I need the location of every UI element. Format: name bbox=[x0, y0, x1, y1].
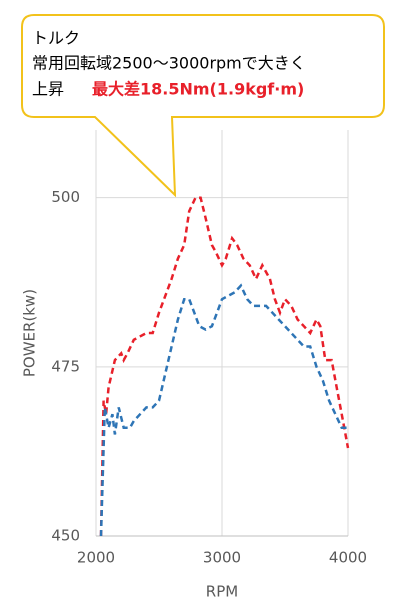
callout bbox=[21, 14, 385, 198]
x-tick-label: 2000 bbox=[77, 549, 115, 567]
x-tick-label: 3000 bbox=[203, 549, 241, 567]
y-tick-label: 500 bbox=[51, 188, 80, 206]
y-tick-label: 450 bbox=[51, 527, 80, 545]
x-tick-label: 4000 bbox=[329, 549, 367, 567]
y-axis-label: POWER(kw) bbox=[21, 289, 39, 377]
annotation-highlight: 最大差18.5Nm(1.9kgf·m) bbox=[92, 80, 304, 99]
line-series bbox=[99, 196, 350, 537]
annotation: トルク bbox=[32, 29, 80, 48]
annotation: 常用回転域2500～3000rpmで大きく bbox=[32, 54, 306, 73]
y-tick-label: 475 bbox=[51, 357, 80, 375]
annotation: 上昇 bbox=[32, 80, 64, 99]
x-axis-label: RPM bbox=[206, 583, 238, 601]
line-series bbox=[99, 283, 348, 537]
